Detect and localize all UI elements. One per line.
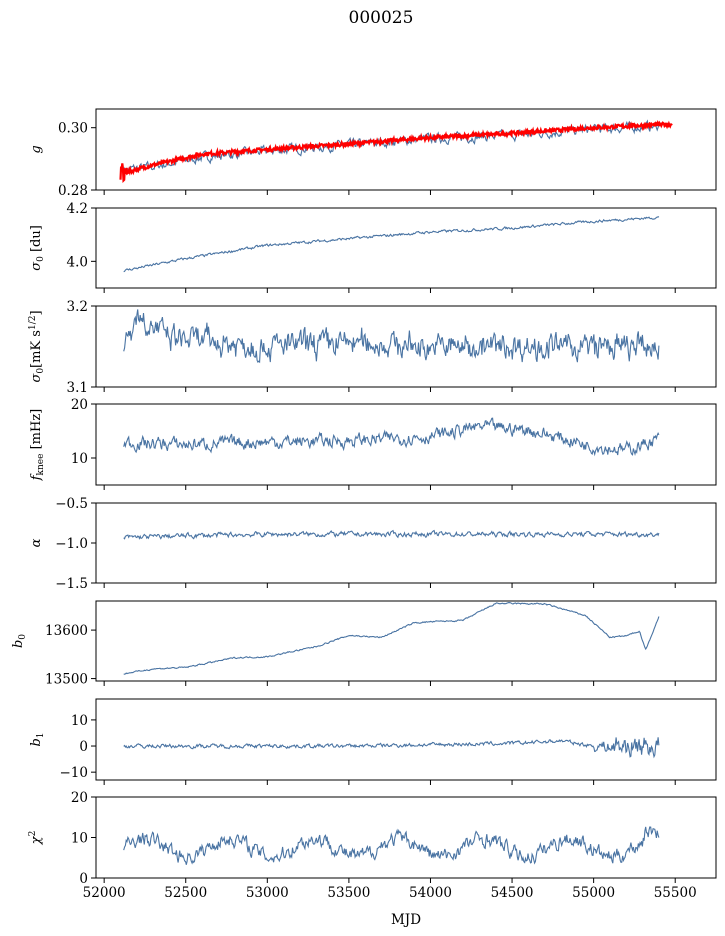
y-tick-label-b1-1: 0 bbox=[79, 739, 88, 755]
y-tick-label-alpha-2: −0.5 bbox=[55, 496, 88, 512]
panel-g: 0.28 0.30 g bbox=[29, 108, 717, 199]
panel-sigma0-mk: 3.1 3.2 σ0[mK s1/2] bbox=[28, 299, 717, 396]
series-line-fknee bbox=[123, 417, 660, 457]
panel-sigma0-du: 4.0 4.2 σ0 [du] bbox=[29, 201, 717, 293]
x-tick-label-3: 53500 bbox=[327, 885, 370, 901]
axes-frame-g bbox=[95, 108, 717, 191]
series-line-b1 bbox=[123, 737, 660, 759]
y-tick-label-b1-0: −10 bbox=[60, 765, 89, 781]
panel-b1: −10 0 10 b1 bbox=[29, 698, 717, 785]
axes-frame-fknee bbox=[95, 403, 717, 486]
axes-frame-alpha bbox=[95, 502, 717, 584]
axes-frame-b1 bbox=[95, 698, 717, 781]
y-tick-label-b1-2: 10 bbox=[71, 713, 88, 729]
panel-fknee: 10 20 fknee [mHz] bbox=[29, 397, 717, 490]
figure-title: 000025 bbox=[349, 8, 414, 28]
y-axis-label-sigma0-du: σ0 [du] bbox=[29, 225, 46, 271]
x-tick-label-7: 55500 bbox=[654, 885, 697, 901]
y-tick-label-sigma0-du-0: 4.0 bbox=[67, 254, 88, 270]
axes-frame-chi2 bbox=[95, 796, 717, 879]
y-tick-label-fknee-1: 20 bbox=[71, 397, 88, 413]
x-tick-label-2: 53000 bbox=[246, 885, 289, 901]
panel-alpha: −1.5 −1.0 −0.5 α bbox=[29, 496, 717, 592]
y-axis-label-b1: b1 bbox=[29, 732, 46, 746]
panel-chi2: 0 10 20 52000 52500 53000 53500 54000 54500 55000… bbox=[28, 790, 717, 901]
y-axis-label-alpha: α bbox=[29, 538, 44, 547]
series-line-b0 bbox=[123, 602, 660, 675]
fit-line-g bbox=[119, 120, 673, 184]
y-tick-label-alpha-0: −1.5 bbox=[55, 576, 88, 592]
series-line-alpha bbox=[123, 529, 660, 540]
y-tick-label-alpha-1: −1.0 bbox=[55, 536, 88, 552]
y-axis-label-chi2: χ2 bbox=[28, 831, 44, 846]
x-tick-label-6: 55000 bbox=[572, 885, 615, 901]
series-line-chi2 bbox=[123, 826, 660, 865]
y-tick-label-g-0: 0.28 bbox=[58, 183, 88, 199]
y-tick-label-chi2-0: 0 bbox=[79, 871, 88, 887]
y-axis-label-b0: b0 bbox=[11, 634, 28, 648]
axes-frame-sigma0-mk bbox=[95, 305, 717, 388]
axes-frame-b0 bbox=[95, 600, 717, 682]
y-tick-label-fknee-0: 10 bbox=[71, 451, 88, 467]
panels: 0.28 0.30 g 4.0 4.2 σ0 [du] 3.1 3.2 σ0[mK s1/2] 1… bbox=[11, 108, 717, 901]
x-tick-label-4: 54000 bbox=[409, 885, 452, 901]
y-tick-label-b0-0: 13500 bbox=[45, 672, 88, 688]
y-axis-label-fknee: fknee [mHz] bbox=[29, 409, 46, 482]
series-line-sigma0-mk bbox=[123, 309, 660, 364]
x-tick-label-1: 52500 bbox=[164, 885, 207, 901]
axes-frame-sigma0-du bbox=[95, 207, 717, 289]
y-tick-label-chi2-1: 10 bbox=[71, 831, 88, 847]
y-tick-label-g-1: 0.30 bbox=[58, 121, 88, 137]
y-tick-label-sigma0-mk-0: 3.1 bbox=[67, 380, 88, 396]
x-axis-label: MJD bbox=[391, 912, 421, 928]
x-tick-label-0: 52000 bbox=[83, 885, 126, 901]
panel-b0: 13500 13600 b0 bbox=[11, 600, 717, 688]
y-tick-label-sigma0-du-1: 4.2 bbox=[67, 201, 88, 217]
y-tick-label-b0-1: 13600 bbox=[45, 623, 88, 639]
series-line-sigma0-du bbox=[123, 216, 660, 273]
y-axis-label-g: g bbox=[29, 145, 44, 153]
y-axis-label-sigma0-mk: σ0[mK s1/2] bbox=[28, 310, 46, 382]
y-tick-label-chi2-2: 20 bbox=[71, 790, 88, 806]
y-tick-label-sigma0-mk-1: 3.2 bbox=[67, 299, 88, 315]
x-tick-label-5: 54500 bbox=[491, 885, 534, 901]
